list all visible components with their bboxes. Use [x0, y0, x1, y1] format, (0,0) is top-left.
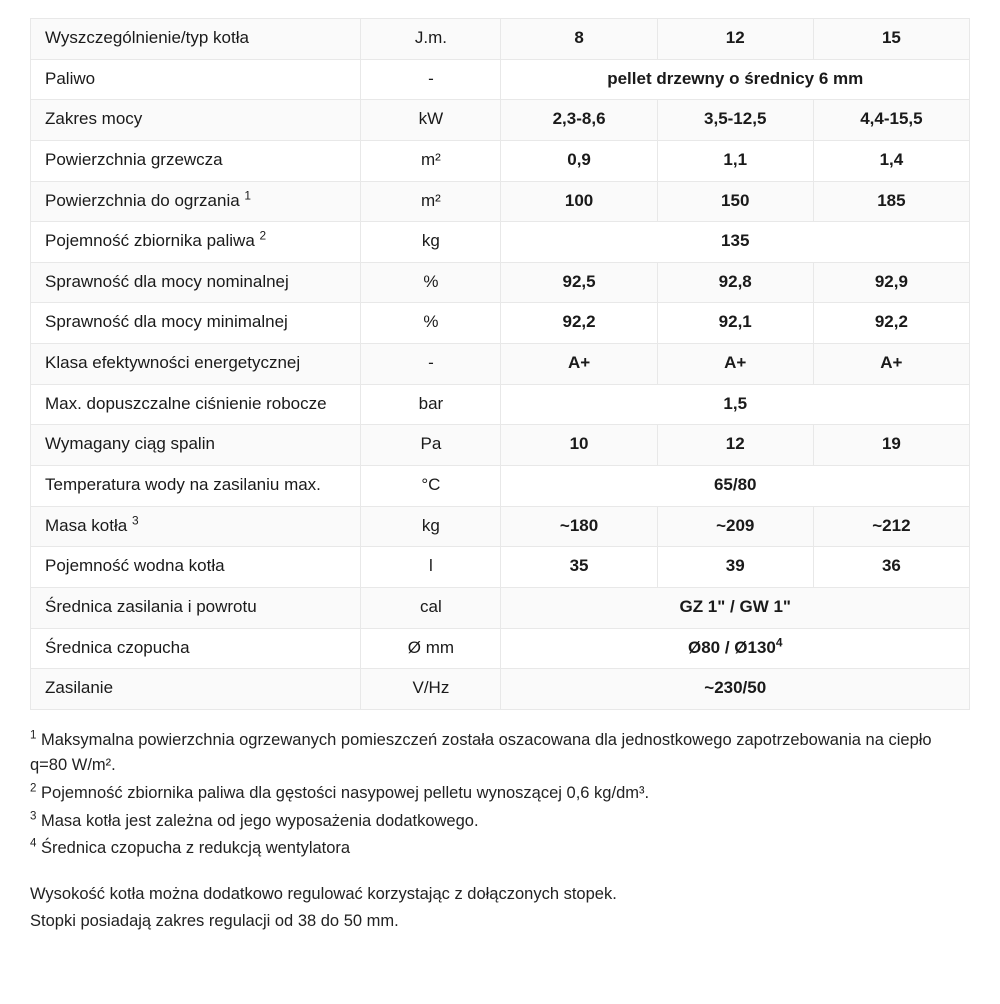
row-water: Pojemność wodna kotła l 35 39 36 — [31, 547, 970, 588]
cell-unit: Ø mm — [361, 628, 501, 669]
cell-label: Zasilanie — [31, 669, 361, 710]
row-press: Max. dopuszczalne ciśnienie robocze bar … — [31, 384, 970, 425]
cell-value: 3,5-12,5 — [657, 100, 813, 141]
row-tank: Pojemność zbiornika paliwa 2 kg 135 — [31, 222, 970, 263]
header-col-12: 12 — [657, 19, 813, 60]
cell-unit: m² — [361, 140, 501, 181]
cell-unit: - — [361, 344, 501, 385]
row-effnom: Sprawność dla mocy nominalnej % 92,5 92,… — [31, 262, 970, 303]
cell-unit: bar — [361, 384, 501, 425]
cell-value: 10 — [501, 425, 657, 466]
row-draft: Wymagany ciąg spalin Pa 10 12 19 — [31, 425, 970, 466]
cell-value-merged: pellet drzewny o średnicy 6 mm — [501, 59, 970, 100]
cell-unit: cal — [361, 587, 501, 628]
cell-value-merged: 135 — [501, 222, 970, 263]
cell-value: A+ — [501, 344, 657, 385]
cell-label: Temperatura wody na zasilaniu max. — [31, 466, 361, 507]
header-col-8: 8 — [501, 19, 657, 60]
cell-label: Klasa efektywności energetycznej — [31, 344, 361, 385]
footnote-2: 2 Pojemność zbiornika paliwa dla gęstośc… — [30, 781, 970, 807]
cell-value: 2,3-8,6 — [501, 100, 657, 141]
cell-value: 100 — [501, 181, 657, 222]
cell-value: A+ — [657, 344, 813, 385]
cell-label: Masa kotła 3 — [31, 506, 361, 547]
row-heatarea: Powierzchnia grzewcza m² 0,9 1,1 1,4 — [31, 140, 970, 181]
row-effmin: Sprawność dla mocy minimalnej % 92,2 92,… — [31, 303, 970, 344]
cell-value: 1,1 — [657, 140, 813, 181]
cell-value: 150 — [657, 181, 813, 222]
footnote-4: 4 Średnica czopucha z redukcją wentylato… — [30, 836, 970, 862]
cell-value: 35 — [501, 547, 657, 588]
row-fuel: Paliwo - pellet drzewny o średnicy 6 mm — [31, 59, 970, 100]
footnote-extra-1: Wysokość kotła można dodatkowo regulować… — [30, 882, 970, 908]
cell-value: 92,8 — [657, 262, 813, 303]
row-temp: Temperatura wody na zasilaniu max. °C 65… — [31, 466, 970, 507]
header-label: Wyszczególnienie/typ kotła — [31, 19, 361, 60]
row-conn: Średnica zasilania i powrotu cal GZ 1" /… — [31, 587, 970, 628]
cell-value: ~209 — [657, 506, 813, 547]
cell-unit: % — [361, 303, 501, 344]
header-unit: J.m. — [361, 19, 501, 60]
cell-unit: °C — [361, 466, 501, 507]
cell-value: 92,1 — [657, 303, 813, 344]
cell-value: 1,4 — [813, 140, 969, 181]
row-class: Klasa efektywności energetycznej - A+ A+… — [31, 344, 970, 385]
footnote-1: 1 Maksymalna powierzchnia ogrzewanych po… — [30, 728, 970, 779]
cell-value: 19 — [813, 425, 969, 466]
cell-label: Zakres mocy — [31, 100, 361, 141]
cell-value-merged: ~230/50 — [501, 669, 970, 710]
row-flue: Średnica czopucha Ø mm Ø80 / Ø1304 — [31, 628, 970, 669]
footnotes: 1 Maksymalna powierzchnia ogrzewanych po… — [30, 728, 970, 935]
cell-label: Powierzchnia do ogrzania 1 — [31, 181, 361, 222]
cell-value: 92,9 — [813, 262, 969, 303]
cell-label: Powierzchnia grzewcza — [31, 140, 361, 181]
cell-unit: - — [361, 59, 501, 100]
cell-label: Max. dopuszczalne ciśnienie robocze — [31, 384, 361, 425]
cell-value-merged: 1,5 — [501, 384, 970, 425]
cell-value-merged: 65/80 — [501, 466, 970, 507]
cell-value: 0,9 — [501, 140, 657, 181]
cell-value: 4,4-15,5 — [813, 100, 969, 141]
row-mass: Masa kotła 3 kg ~180 ~209 ~212 — [31, 506, 970, 547]
row-area: Powierzchnia do ogrzania 1 m² 100 150 18… — [31, 181, 970, 222]
cell-unit: m² — [361, 181, 501, 222]
cell-value: 92,2 — [813, 303, 969, 344]
cell-value: 12 — [657, 425, 813, 466]
cell-value: 92,2 — [501, 303, 657, 344]
cell-unit: % — [361, 262, 501, 303]
cell-unit: kg — [361, 222, 501, 263]
row-power: Zakres mocy kW 2,3-8,6 3,5-12,5 4,4-15,5 — [31, 100, 970, 141]
cell-value-merged: Ø80 / Ø1304 — [501, 628, 970, 669]
cell-unit: kW — [361, 100, 501, 141]
footnote-extra-2: Stopki posiadają zakres regulacji od 38 … — [30, 909, 970, 935]
cell-label: Średnica czopucha — [31, 628, 361, 669]
row-supply: Zasilanie V/Hz ~230/50 — [31, 669, 970, 710]
table-header-row: Wyszczególnienie/typ kotła J.m. 8 12 15 — [31, 19, 970, 60]
cell-value: 185 — [813, 181, 969, 222]
cell-label: Sprawność dla mocy minimalnej — [31, 303, 361, 344]
cell-label: Pojemność zbiornika paliwa 2 — [31, 222, 361, 263]
cell-label: Paliwo — [31, 59, 361, 100]
cell-value: 92,5 — [501, 262, 657, 303]
footnote-3: 3 Masa kotła jest zależna od jego wyposa… — [30, 809, 970, 835]
cell-label: Wymagany ciąg spalin — [31, 425, 361, 466]
cell-unit: V/Hz — [361, 669, 501, 710]
spec-table: Wyszczególnienie/typ kotła J.m. 8 12 15 … — [30, 18, 970, 710]
cell-unit: l — [361, 547, 501, 588]
cell-label: Sprawność dla mocy nominalnej — [31, 262, 361, 303]
cell-unit: kg — [361, 506, 501, 547]
cell-unit: Pa — [361, 425, 501, 466]
cell-value: ~212 — [813, 506, 969, 547]
header-col-15: 15 — [813, 19, 969, 60]
cell-value: A+ — [813, 344, 969, 385]
cell-value: ~180 — [501, 506, 657, 547]
cell-value: 39 — [657, 547, 813, 588]
cell-value: 36 — [813, 547, 969, 588]
cell-label: Średnica zasilania i powrotu — [31, 587, 361, 628]
cell-label: Pojemność wodna kotła — [31, 547, 361, 588]
cell-value-merged: GZ 1" / GW 1" — [501, 587, 970, 628]
